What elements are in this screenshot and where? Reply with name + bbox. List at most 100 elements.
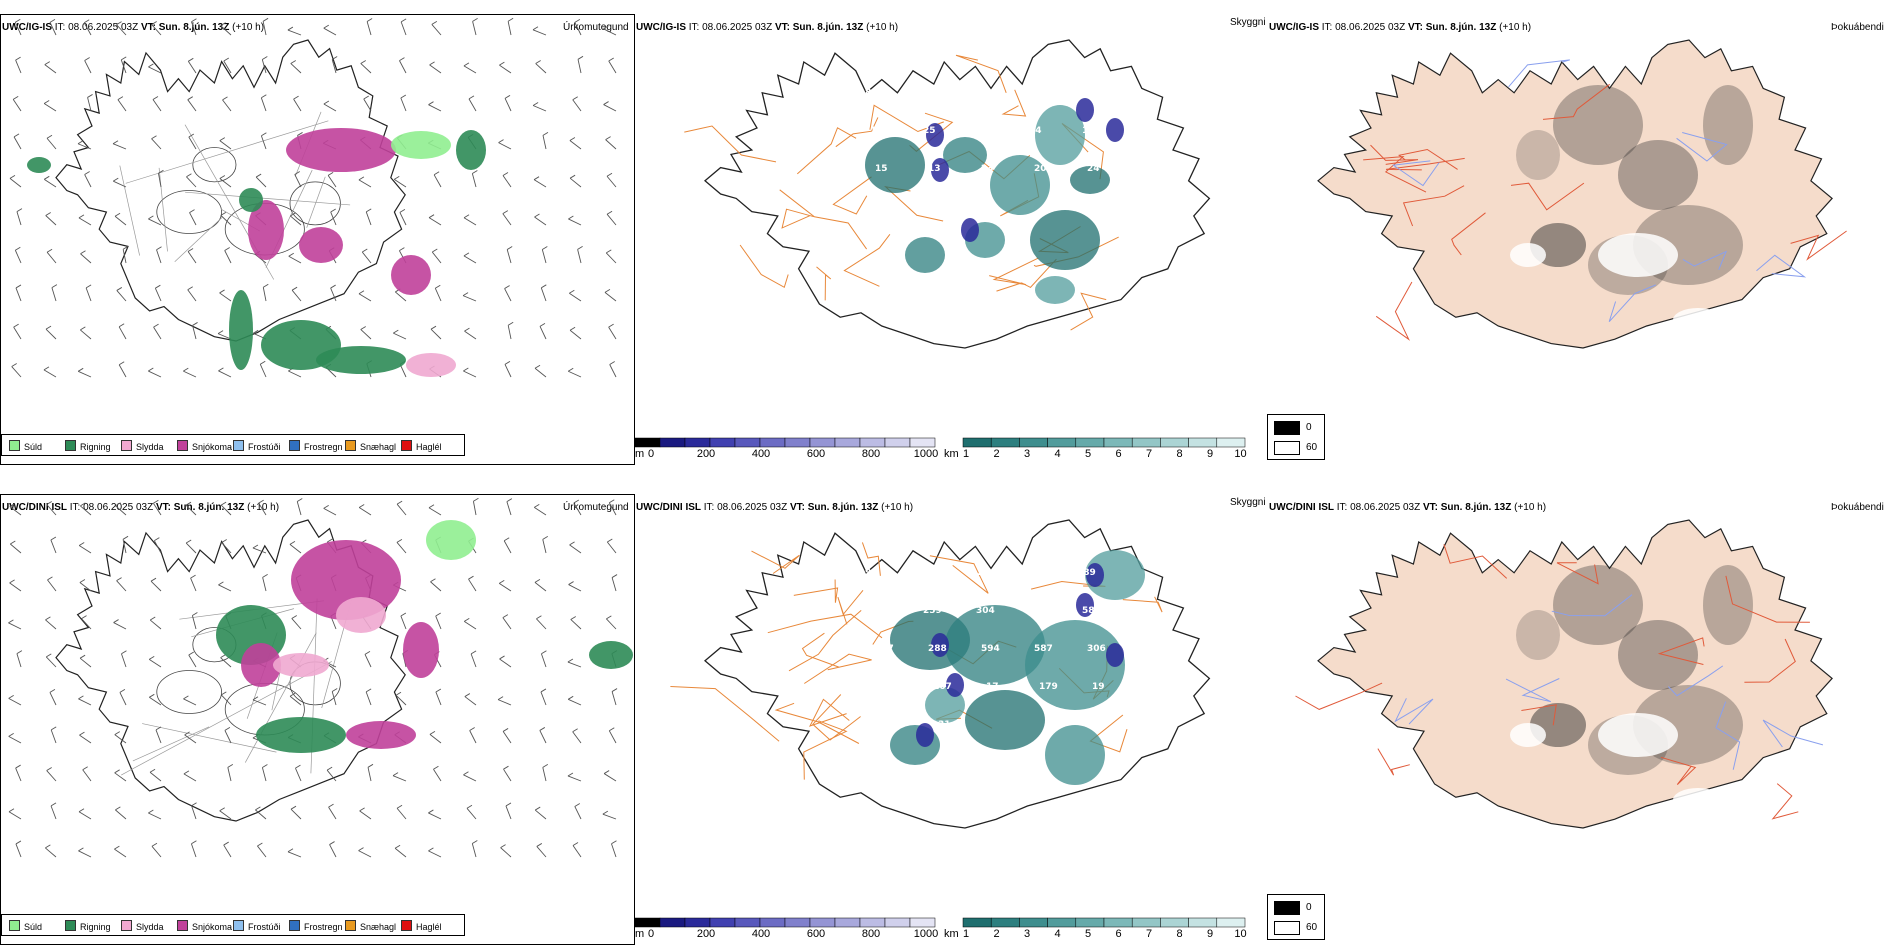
wind-barb-feather <box>329 841 335 845</box>
wind-barb <box>45 328 57 340</box>
wind-barb-feather <box>497 696 504 700</box>
wind-barb-feather <box>15 56 21 61</box>
precip-legend-item: Rigning <box>65 440 111 452</box>
wind-barb <box>534 506 547 516</box>
wind-barb <box>122 249 127 264</box>
colorbar-segment <box>709 437 736 448</box>
wind-barb-feather <box>8 808 15 813</box>
wind-barb-feather <box>46 767 52 771</box>
wind-barb-feather <box>262 764 268 768</box>
wind-barb-feather <box>156 246 162 251</box>
wind-barb <box>15 287 22 302</box>
wind-barb <box>261 767 267 782</box>
wind-barb-feather <box>148 63 154 68</box>
ceiling-tick: 200 <box>696 928 716 940</box>
wind-barb-feather <box>574 803 581 807</box>
colorbar-segment <box>859 917 886 928</box>
ceiling-area <box>961 218 979 242</box>
wind-barb <box>568 370 582 378</box>
ceiling-tick: 0 <box>647 448 655 460</box>
river <box>1505 678 1560 703</box>
glacier-outline <box>192 147 237 183</box>
wind-barb <box>570 619 582 630</box>
legend-label: Snæhagl <box>360 442 397 452</box>
wind-barb <box>188 654 197 668</box>
wind-barb <box>534 216 547 226</box>
road <box>1790 230 1847 261</box>
wind-barb-feather <box>535 60 541 64</box>
wind-barb-feather <box>260 360 266 365</box>
visibility-value: 17 <box>1082 126 1095 136</box>
wind-barb <box>187 251 197 264</box>
wind-barb <box>399 364 407 378</box>
wind-barb-feather <box>224 727 231 731</box>
fog-legend: 0 60 <box>1267 894 1325 940</box>
wind-barb-feather <box>188 651 194 656</box>
wind-barb-feather <box>290 805 297 810</box>
wind-barb <box>112 143 127 150</box>
wind-barb-feather <box>78 542 85 546</box>
wind-barb <box>113 180 127 188</box>
legend-swatch <box>345 440 356 451</box>
visibility-value: 296 <box>885 720 904 730</box>
wind-barb-feather <box>502 210 509 215</box>
wind-barb <box>153 540 162 554</box>
it-value: 08.06.2025 03Z <box>1335 22 1406 33</box>
wind-barb-feather <box>113 177 119 182</box>
wind-barb-feather <box>8 619 14 624</box>
colorbar-segment <box>834 437 861 448</box>
model-name: UWC/DINI ISL <box>2 502 67 513</box>
wind-barb-feather <box>358 176 365 181</box>
wind-barb-feather <box>15 18 21 23</box>
wind-barb <box>360 63 372 74</box>
wind-barb-feather <box>432 248 438 253</box>
visibility-area <box>1035 276 1075 304</box>
road <box>1370 144 1419 165</box>
colorbar-segment <box>962 437 992 448</box>
wind-barb-feather <box>429 731 436 735</box>
visibility-colorbar <box>962 917 1246 928</box>
wind-barb <box>468 98 477 112</box>
wind-barb-feather <box>327 172 334 176</box>
visibility-tick: 1 <box>962 448 970 460</box>
river <box>1551 594 1633 617</box>
visibility-panel: UWC/IG-IS IT: 08.06.2025 03Z VT: Sun. 8.… <box>634 0 1325 460</box>
wind-barb <box>79 582 92 592</box>
visibility-area <box>1030 210 1100 270</box>
fog-map <box>1295 519 1833 829</box>
wind-barb <box>220 694 232 706</box>
fog-patch <box>1516 130 1560 180</box>
colorbar-segment <box>634 917 661 928</box>
wind-barb <box>114 734 127 744</box>
wind-barb <box>323 27 337 36</box>
wind-barb-feather <box>603 101 609 105</box>
wind-barb <box>542 767 547 782</box>
wind-barb <box>569 329 582 340</box>
wind-barb-feather <box>219 807 225 812</box>
wind-barb <box>608 60 617 74</box>
road <box>816 266 832 301</box>
wind-barb <box>358 293 372 302</box>
wind-barb-feather <box>49 688 56 693</box>
wind-barb <box>14 22 22 36</box>
road <box>796 127 857 175</box>
wind-barb-feather <box>121 650 127 655</box>
wind-barb <box>78 370 92 378</box>
wind-barb <box>148 218 162 226</box>
colorbar-segment <box>1160 917 1189 928</box>
wind-barb <box>187 99 197 112</box>
ceiling-tick: 200 <box>696 448 716 460</box>
legend-label: Súld <box>24 922 43 932</box>
fog-patch <box>1553 565 1643 645</box>
wind-barb-feather <box>78 695 84 700</box>
wind-barb <box>116 24 127 36</box>
wind-barb-feather <box>46 653 52 658</box>
road <box>306 176 326 228</box>
road <box>843 233 891 287</box>
wind-barb-feather <box>295 764 301 769</box>
precip-area-snjókoma <box>299 227 343 263</box>
wind-barb <box>330 287 337 302</box>
wind-barb-feather <box>358 290 365 295</box>
wind-barb-feather <box>114 769 120 774</box>
visibility-value: 13 <box>928 164 941 174</box>
